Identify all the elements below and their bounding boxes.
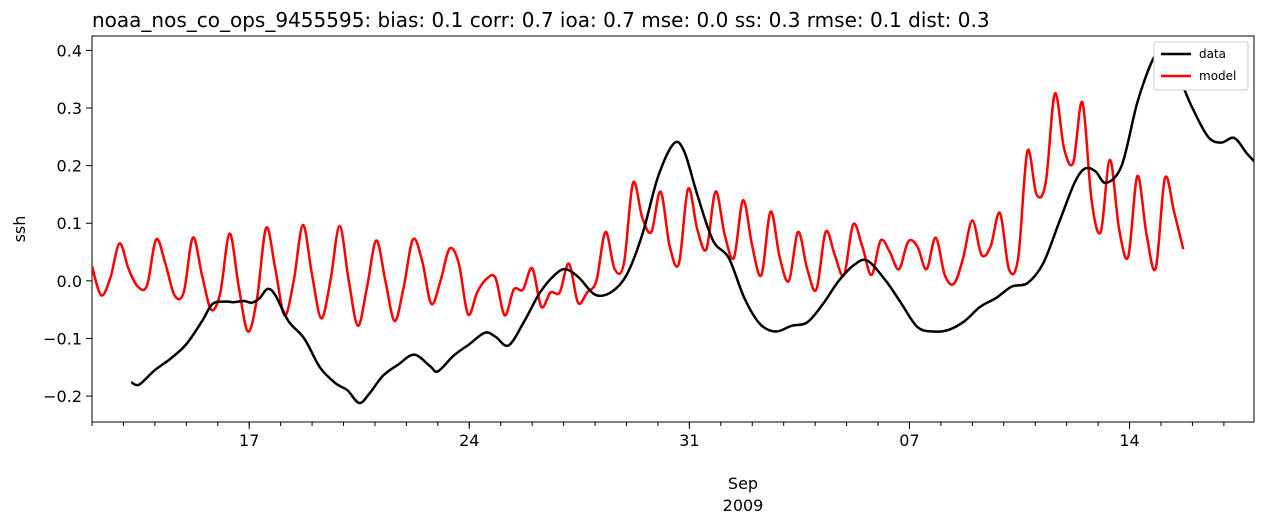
x-axis-month-label: Sep	[728, 474, 758, 493]
y-axis-label: ssh	[10, 216, 29, 243]
series-layer	[92, 52, 1254, 405]
plot-frame	[91, 35, 1255, 423]
x-tick-label: 14	[1119, 431, 1139, 450]
y-tick-label: −0.1	[43, 329, 82, 348]
y-tick-label: 0.0	[57, 272, 82, 291]
y-tick-label: 0.2	[57, 157, 82, 176]
legend: data model	[1153, 41, 1249, 91]
x-tick-label: 17	[239, 431, 259, 450]
legend-label-model: model	[1199, 69, 1236, 83]
series-line-model	[92, 92, 1185, 333]
chart-title: noaa_nos_co_ops_9455595: bias: 0.1 corr:…	[92, 8, 990, 32]
y-tick-label: 0.4	[57, 41, 82, 60]
y-tick-label: 0.3	[57, 99, 82, 118]
y-tick-label: 0.1	[57, 214, 82, 233]
series-line-data	[130, 52, 1254, 405]
y-axis: −0.2 −0.1 0.0 0.1 0.2 0.3 0.4	[43, 41, 92, 406]
x-tick-label: 31	[679, 431, 699, 450]
y-tick-label: −0.2	[43, 387, 82, 406]
legend-label-data: data	[1199, 47, 1226, 61]
x-axis-year-label: 2009	[723, 496, 764, 515]
x-tick-label: 07	[899, 431, 919, 450]
x-tick-label: 24	[459, 431, 479, 450]
x-axis: 17 24 31 07 14	[91, 422, 1225, 450]
